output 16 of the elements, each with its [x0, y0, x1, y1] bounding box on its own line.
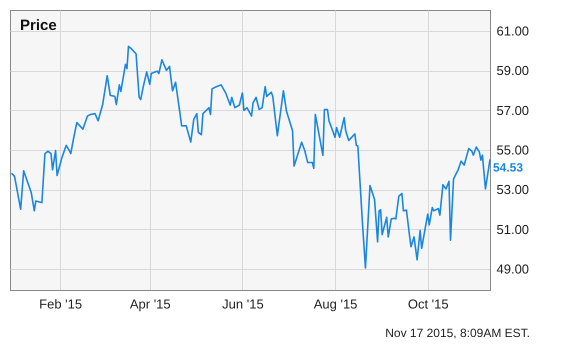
x-tick-label: Jun '15	[222, 296, 264, 312]
y-tick-label: 59.00	[496, 63, 530, 78]
x-tick-label: Oct '15	[408, 296, 449, 312]
x-tick-label: Apr '15	[130, 296, 171, 312]
y-tick-label: 55.00	[496, 142, 530, 158]
line-series	[10, 46, 491, 269]
y-tick-label: 57.00	[496, 102, 530, 118]
y-tick-label: 51.00	[496, 222, 530, 237]
x-tick-label: Feb '15	[39, 296, 82, 312]
chart-title: Price	[20, 17, 57, 34]
x-tick-label: Aug '15	[314, 296, 358, 312]
y-tick-label: 53.00	[496, 182, 530, 198]
annotation: 54.53	[493, 160, 524, 174]
y-tick-label: 61.00	[496, 23, 530, 38]
text: Nov 17 2015, 8:09AM EST.	[385, 326, 530, 340]
y-tick-label: 49.00	[496, 262, 530, 277]
